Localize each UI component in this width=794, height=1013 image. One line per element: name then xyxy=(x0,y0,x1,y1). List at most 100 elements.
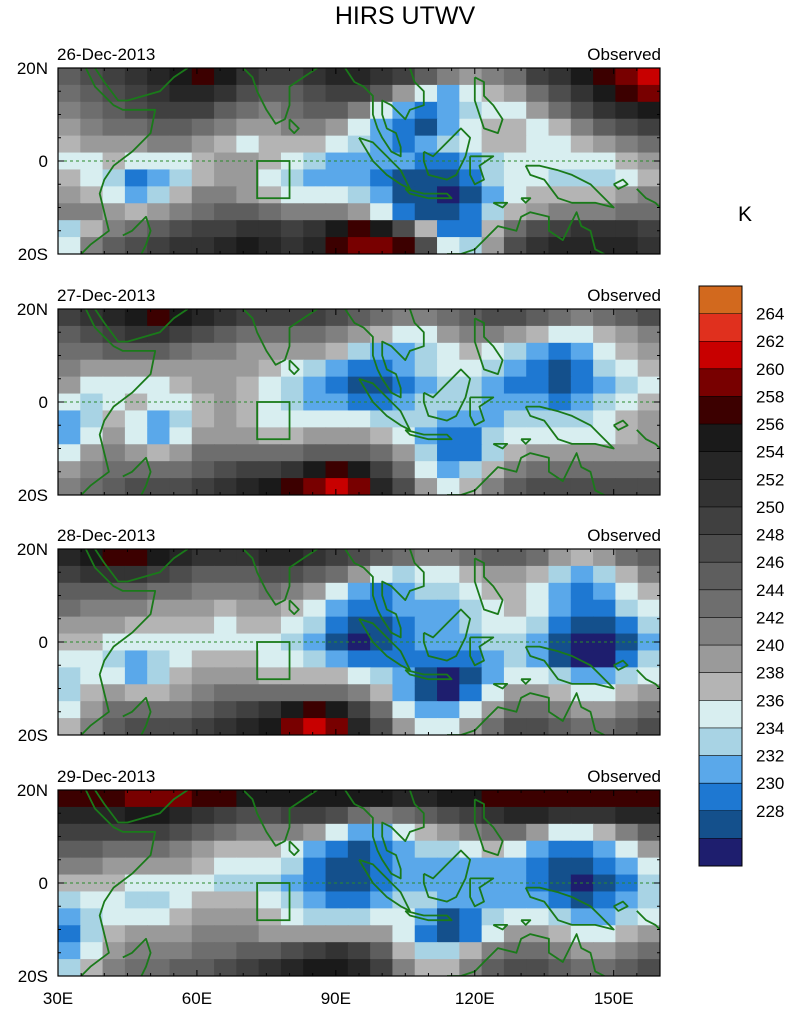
heatmap-cell xyxy=(392,925,416,943)
heatmap-cell xyxy=(392,565,416,584)
heatmap-cell xyxy=(437,549,460,567)
heatmap-cell xyxy=(503,701,527,719)
heatmap-cell xyxy=(414,582,438,601)
heatmap-cell xyxy=(347,478,371,495)
heatmap-cell xyxy=(570,857,594,876)
heatmap-cell xyxy=(80,942,104,960)
heatmap-cell xyxy=(80,152,104,171)
heatmap-cell xyxy=(325,359,349,378)
heatmap-cell xyxy=(370,325,394,344)
heatmap-cell xyxy=(147,684,171,702)
heatmap-cell xyxy=(615,959,639,976)
heatmap-cell xyxy=(236,237,260,254)
heatmap-cell xyxy=(526,616,550,635)
heatmap-cell xyxy=(325,908,349,926)
heatmap-cell xyxy=(147,220,171,238)
heatmap-cell xyxy=(236,790,260,808)
heatmap-cell xyxy=(615,616,639,635)
colorbar-label: 242 xyxy=(756,608,784,627)
heatmap-cell xyxy=(437,325,460,344)
heatmap-cell xyxy=(147,309,171,327)
heatmap-cell xyxy=(459,599,483,618)
heatmap-cell xyxy=(459,376,483,395)
heatmap-cell xyxy=(548,667,572,685)
heatmap-cell xyxy=(303,84,327,103)
heatmap-cell xyxy=(236,599,260,618)
coastline xyxy=(358,136,411,190)
heatmap-cell xyxy=(637,427,660,445)
heatmap-cell xyxy=(169,309,193,327)
heatmap-cell xyxy=(214,444,237,462)
heatmap-cell xyxy=(325,342,349,361)
heatmap-cell xyxy=(414,135,438,154)
heatmap-cell xyxy=(548,806,572,825)
heatmap-cell xyxy=(325,650,349,668)
coastline xyxy=(520,919,532,926)
coastline xyxy=(473,798,504,856)
heatmap-cell xyxy=(102,461,126,479)
heatmap-cell xyxy=(593,840,617,859)
heatmap-cell xyxy=(191,790,215,808)
heatmap-cell xyxy=(147,959,171,976)
y-tick-label: 20S xyxy=(18,486,48,505)
heatmap-cell xyxy=(258,701,282,719)
panel-date: 28-Dec-2013 xyxy=(57,526,155,545)
heatmap-cell xyxy=(414,684,438,702)
colorbar-swatch xyxy=(699,396,742,425)
heatmap-cell xyxy=(570,359,594,378)
heatmap-cell xyxy=(169,616,193,635)
heatmap-cell xyxy=(548,908,572,926)
heatmap-cell xyxy=(615,857,639,876)
heatmap-cell xyxy=(191,325,215,344)
heatmap-cell xyxy=(481,309,505,327)
heatmap-cell xyxy=(147,718,171,735)
heatmap-cell xyxy=(236,118,260,137)
heatmap-cell xyxy=(280,169,304,187)
heatmap-cell xyxy=(570,376,594,395)
heatmap-cell xyxy=(80,203,104,221)
heatmap-cell xyxy=(280,891,304,909)
coastline xyxy=(473,317,504,376)
heatmap-cell xyxy=(102,237,126,254)
heatmap-cell xyxy=(570,84,594,103)
coastline xyxy=(473,76,504,135)
heatmap-cell xyxy=(570,616,594,635)
heatmap-cell xyxy=(593,325,617,344)
heatmap-cell xyxy=(503,857,527,876)
heatmap-cell xyxy=(236,410,260,428)
coastline xyxy=(358,858,411,912)
heatmap-cell xyxy=(303,684,327,702)
heatmap-cell xyxy=(437,857,460,876)
heatmap-cell xyxy=(637,237,660,254)
heatmap-cell xyxy=(615,135,639,154)
heatmap-cell xyxy=(236,220,260,238)
heatmap-cell xyxy=(526,461,550,479)
heatmap-cell xyxy=(58,237,81,254)
heatmap-cell xyxy=(169,118,193,137)
heatmap-cell xyxy=(548,203,572,221)
colorbar-swatch xyxy=(699,479,742,508)
heatmap-cell xyxy=(102,908,126,926)
heatmap-cell xyxy=(303,718,327,735)
heatmap-cell xyxy=(124,908,148,926)
heatmap-cell xyxy=(80,376,104,395)
heatmap-cell xyxy=(481,718,505,735)
colorbar-label: 262 xyxy=(756,332,784,351)
heatmap-cell xyxy=(58,959,81,976)
heatmap-cell xyxy=(615,718,639,735)
heatmap-cell xyxy=(191,359,215,378)
coastline xyxy=(242,68,318,125)
coastline xyxy=(288,599,300,615)
heatmap-cell xyxy=(325,461,349,479)
heatmap-cell xyxy=(414,908,438,926)
heatmap-cell xyxy=(481,925,505,943)
heatmap-cell xyxy=(593,169,617,187)
heatmap-cell xyxy=(325,667,349,685)
coastline xyxy=(613,419,629,431)
heatmap-cell xyxy=(236,169,260,187)
heatmap-cell xyxy=(414,599,438,618)
heatmap-cell xyxy=(236,582,260,601)
heatmap-cell xyxy=(191,376,215,395)
heatmap-cell xyxy=(169,101,193,120)
region-box xyxy=(256,882,291,922)
